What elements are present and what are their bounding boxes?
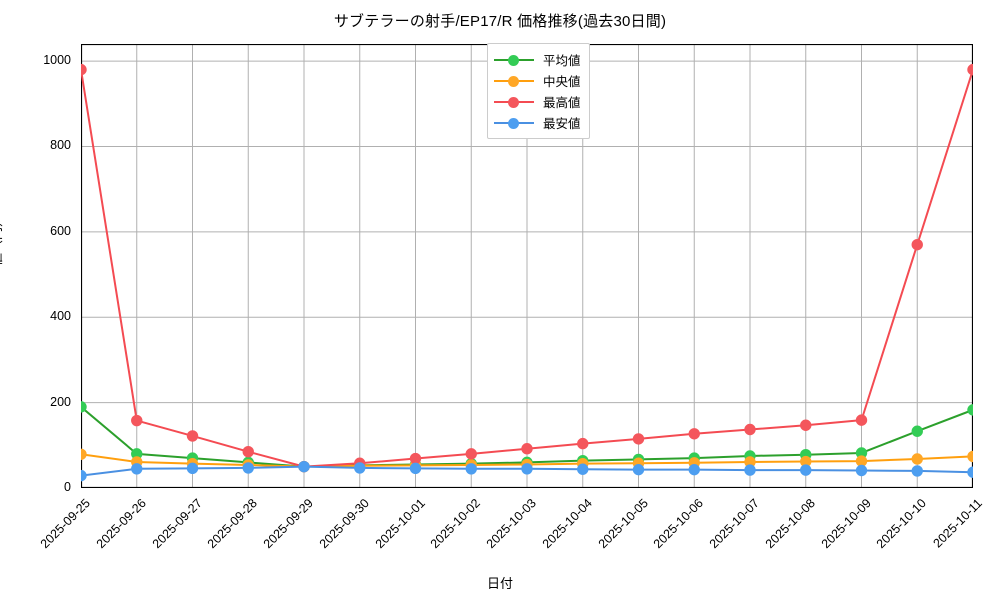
x-tick-label: 2025-09-28: [205, 496, 261, 552]
y-tick-label: 600: [50, 223, 71, 238]
legend-label: 最高値: [543, 96, 581, 110]
y-tick-label: 1000: [43, 53, 71, 68]
x-tick-label: 2025-10-09: [818, 496, 874, 552]
x-tick-label: 2025-10-01: [372, 496, 428, 552]
plot-svg: [81, 44, 973, 488]
x-tick-label: 2025-10-02: [428, 496, 484, 552]
x-tick-label: 2025-10-05: [595, 496, 651, 552]
y-tick-label: 400: [50, 309, 71, 324]
legend-item-1[interactable]: 平均値: [494, 49, 581, 70]
x-tick-label: 2025-10-04: [539, 496, 595, 552]
x-tick-label: 2025-09-26: [93, 496, 149, 552]
x-tick-label: 2025-10-11: [930, 496, 985, 551]
chart-legend: 平均値中央値最高値最安値: [487, 43, 590, 139]
legend-item-3[interactable]: 最高値: [494, 91, 581, 112]
x-tick-label: 2025-10-10: [874, 496, 930, 552]
y-tick-label: 0: [64, 480, 71, 494]
x-tick-label: 2025-10-03: [483, 496, 539, 552]
legend-marker-icon: [494, 74, 534, 88]
legend-item-2[interactable]: 中央値: [494, 70, 581, 91]
x-tick-label: 2025-10-08: [762, 496, 818, 552]
plot-area: 0 200 400 600 800 1000 2025-09-25 2025-09-26 202…: [38, 44, 985, 551]
legend-marker-icon: [494, 116, 534, 130]
x-tick-label: 2025-09-30: [316, 496, 372, 552]
x-tick-label: 2025-09-25: [37, 496, 93, 552]
gridlines: [81, 44, 973, 488]
y-tick-label: 800: [50, 138, 71, 153]
legend-label: 中央値: [543, 75, 581, 89]
legend-marker-icon: [494, 95, 534, 109]
series-4: [81, 460, 973, 482]
legend-item-4[interactable]: 最安値: [494, 112, 581, 133]
x-tick-label: 2025-09-29: [260, 496, 316, 552]
legend-label: 平均値: [543, 54, 581, 68]
chart-title: サブテラーの射手/EP17/R 価格推移(過去30日間): [333, 13, 667, 30]
y-axis-label: 値（円）: [0, 213, 4, 266]
legend-marker-icon: [494, 53, 534, 67]
legend-label: 最安値: [543, 117, 581, 131]
x-tick-label: 2025-09-27: [149, 496, 205, 552]
x-tick-label: 2025-10-06: [651, 496, 707, 552]
y-tick-label: 200: [50, 394, 71, 409]
x-axis-label: 日付: [486, 576, 513, 591]
x-tick-label: 2025-10-07: [706, 496, 762, 552]
